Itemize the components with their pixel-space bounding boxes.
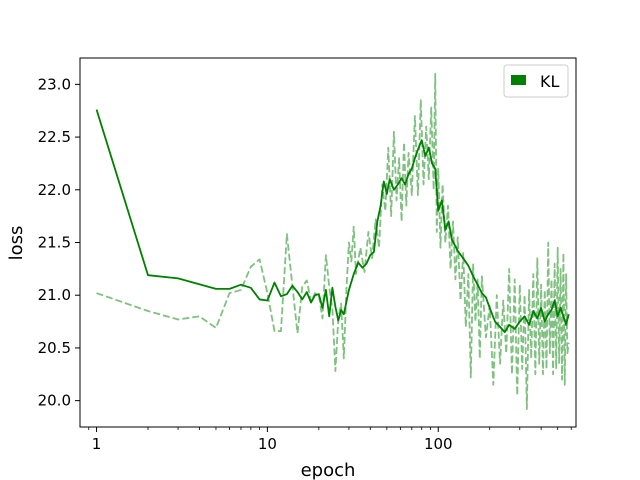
x-tick-label: 1 xyxy=(92,435,102,453)
legend-swatch-kl xyxy=(511,75,526,85)
x-tick-label: 10 xyxy=(258,435,277,453)
series-layer xyxy=(95,72,570,410)
legend: KL xyxy=(503,64,569,98)
y-axis-label: loss xyxy=(6,226,27,261)
legend-frame xyxy=(503,64,569,98)
legend-label-kl: KL xyxy=(540,72,559,91)
y-tick-label: 22.0 xyxy=(38,181,71,199)
series-line-validation xyxy=(96,72,570,410)
y-tick-label: 21.5 xyxy=(38,234,71,252)
x-axis-label: epoch xyxy=(301,460,356,480)
y-tick-label: 21.0 xyxy=(38,286,71,304)
ticks-layer: 1 10 100 20.0 20.5 21.0 21.5 22.0 22.5 23.0 xyxy=(38,75,572,453)
y-tick-label: 20.5 xyxy=(38,339,71,357)
plot-background xyxy=(80,58,576,427)
y-tick-label: 23.0 xyxy=(38,75,71,93)
y-tick-label: 20.0 xyxy=(38,392,71,410)
series-line-train xyxy=(95,109,570,334)
x-tick-label: 100 xyxy=(424,435,453,453)
y-tick-label: 22.5 xyxy=(38,128,71,146)
